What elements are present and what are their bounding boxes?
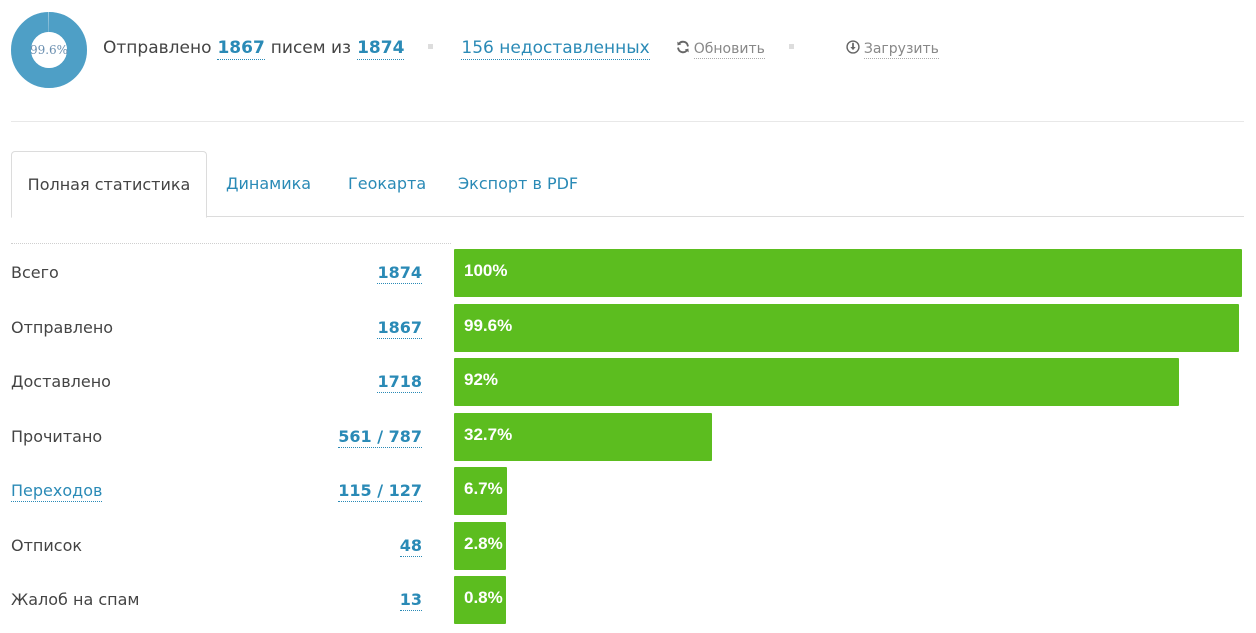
stat-bar [454,576,506,624]
tab-full-stats[interactable]: Полная статистика [11,151,207,218]
stat-label: Отправлено [11,318,114,337]
stat-bar [454,249,1242,297]
download-label[interactable]: Загрузить [863,41,939,59]
stat-bar-percent-label: 100% [464,261,508,280]
tab-export-pdf[interactable]: Экспорт в PDF [458,174,579,193]
stat-bar [454,522,506,570]
stat-bar [454,358,1179,406]
tab-geomap[interactable]: Геокарта [348,174,427,193]
total-count-link[interactable]: 1874 [357,38,405,60]
stat-row-unsubscribes: Отписок 48 2.8% [11,522,1244,570]
stat-bar-percent-label: 0.8% [464,588,503,607]
stat-value-link[interactable]: 1867 [377,318,422,339]
send-summary: Отправлено 1867 писем из 1874 156 недост… [103,38,939,62]
stat-label: Отписок [11,536,83,555]
sent-prefix-text: Отправлено [103,38,212,58]
summary-header: 99.6% Отправлено 1867 писем из 1874 156 … [0,0,1256,122]
stat-label-link[interactable]: Переходов [11,481,103,502]
stat-value-link[interactable]: 1874 [377,263,422,284]
stat-bar-percent-label: 32.7% [464,425,513,444]
stat-bar [454,304,1239,352]
undelivered-link[interactable]: 156 недоставленных [461,38,650,60]
tab-dynamics[interactable]: Динамика [226,174,312,193]
stats-tabs: Полная статистика Динамика Геокарта Эксп… [11,151,1244,218]
separator-dot [428,44,434,49]
stat-bar-percent-label: 6.7% [464,479,503,498]
stat-bar-percent-label: 99.6% [464,316,513,335]
stat-bar [454,413,712,461]
stats-top-divider [11,243,451,244]
refresh-icon [676,40,689,54]
stat-label: Жалоб на спам [11,590,140,609]
stat-row-read: Прочитано 561 / 787 32.7% [11,413,1244,461]
refresh-label[interactable]: Обновить [693,41,765,59]
stat-value-link[interactable]: 115 / 127 [338,481,422,502]
stat-label: Доставлено [11,372,111,391]
stat-value-link[interactable]: 48 [399,536,422,557]
tabs-baseline [11,216,1244,217]
stat-label: Прочитано [11,427,103,446]
stat-bar [454,467,507,515]
stat-label: Всего [11,263,59,282]
stat-value-link[interactable]: 1718 [377,372,422,393]
stat-bar-percent-label: 2.8% [464,534,503,553]
stat-row-sent: Отправлено 1867 99.6% [11,304,1244,352]
progress-donut [11,12,87,88]
stat-row-spam: Жалоб на спам 13 0.8% [11,576,1244,624]
sent-middle-text: писем из [270,38,352,58]
stat-value-link[interactable]: 13 [399,590,422,611]
stat-row-clicks: Переходов 115 / 127 6.7% [11,467,1244,515]
stat-bar-percent-label: 92% [464,370,499,389]
download-action[interactable]: Загрузить [846,38,939,59]
header-divider [11,121,1244,122]
separator-dot [788,44,794,49]
sent-count-link[interactable]: 1867 [217,38,265,60]
stat-row-total: Всего 1874 100% [11,249,1244,297]
progress-donut-label: 99.6% [29,43,69,57]
stat-row-delivered: Доставлено 1718 92% [11,358,1244,406]
refresh-action[interactable]: Обновить [676,38,765,59]
download-circle-icon [846,40,860,54]
stat-value-link[interactable]: 561 / 787 [338,427,422,448]
